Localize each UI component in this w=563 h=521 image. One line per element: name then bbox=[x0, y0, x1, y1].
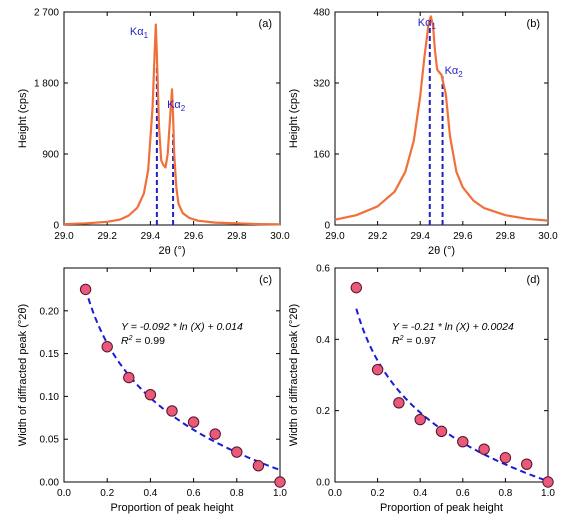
x-tick-label: 29.2 bbox=[368, 231, 388, 242]
x-tick-label: 0.0 bbox=[57, 488, 71, 499]
y-tick-label: 0.15 bbox=[40, 349, 60, 360]
fit-equation: Y = -0.21 * ln (X) + 0.0024 bbox=[392, 321, 514, 333]
k-alpha-label-2: Kα2 bbox=[445, 65, 464, 79]
x-axis-label: Proportion of peak height bbox=[380, 502, 503, 514]
y-tick-label: 0.0 bbox=[316, 478, 330, 489]
x-tick-label: 29.4 bbox=[141, 231, 161, 242]
y-tick-label: 0.4 bbox=[316, 335, 330, 346]
data-point bbox=[274, 476, 286, 488]
data-point bbox=[101, 341, 113, 353]
y-tick-label: 2 700 bbox=[34, 8, 59, 19]
fit-equation: Y = -0.092 * ln (X) + 0.014 bbox=[121, 321, 243, 333]
chart-panel-b: 29.0 29.2 29.4 29.6 29.8 30.0 0 160 320 480 2θ (°)… bbox=[288, 8, 558, 258]
y-tick-label: 900 bbox=[42, 150, 59, 161]
k-alpha-label-1: Kα1 bbox=[130, 26, 149, 40]
plot-frame bbox=[334, 11, 549, 226]
x-tick-label: 0.2 bbox=[100, 488, 114, 499]
y-tick-label: 0.2 bbox=[316, 406, 330, 417]
data-point bbox=[478, 443, 490, 455]
k-alpha-label-1: Kα1 bbox=[418, 17, 437, 31]
fit-curve bbox=[84, 288, 281, 471]
x-tick-label: 30.0 bbox=[270, 231, 290, 242]
x-axis-label: 2θ (°) bbox=[428, 245, 455, 257]
x-tick-label: 29.6 bbox=[453, 231, 473, 242]
y-tick-label: 0.6 bbox=[316, 264, 330, 275]
x-tick-label: 0.4 bbox=[413, 488, 427, 499]
data-point bbox=[435, 425, 448, 438]
chart-panel-c: 0.0 0.2 0.4 0.6 0.8 1.0 0.00 0.05 0.10 0.15 0.20 Pr… bbox=[17, 267, 287, 514]
y-tick-label: 0.05 bbox=[40, 435, 60, 446]
y-tick-label: 480 bbox=[313, 8, 330, 19]
x-tick-label: 0.6 bbox=[187, 488, 201, 499]
y-tick-label: 1 800 bbox=[34, 79, 59, 90]
fit-r-squared: R2 = 0.99 bbox=[121, 335, 165, 347]
chart-panel-d: 0.0 0.2 0.4 0.6 0.8 1.0 0.0 0.2 0.4 0.6 Proportion… bbox=[288, 264, 555, 515]
panel-label: (d) bbox=[527, 274, 540, 286]
x-tick-label: 29.8 bbox=[227, 231, 247, 242]
y-axis-label: Width of diffracted peak (°2θ) bbox=[17, 304, 29, 446]
fit-r-squared: R2 = 0.97 bbox=[392, 335, 436, 347]
y-axis-label: Height (cps) bbox=[288, 89, 300, 148]
data-point bbox=[166, 405, 178, 417]
x-tick-label: 0.8 bbox=[498, 488, 512, 499]
x-axis-label: 2θ (°) bbox=[158, 245, 185, 257]
data-point bbox=[457, 435, 469, 448]
x-tick-label: 29.6 bbox=[184, 231, 204, 242]
x-tick-label: 0.6 bbox=[456, 488, 470, 499]
data-point bbox=[187, 416, 200, 428]
data-point bbox=[209, 428, 221, 440]
plot-frame bbox=[334, 267, 549, 483]
x-tick-label: 0.8 bbox=[230, 488, 244, 499]
data-point bbox=[371, 363, 384, 376]
x-axis-label: Proportion of peak height bbox=[111, 502, 234, 514]
data-point bbox=[499, 452, 512, 464]
plot-frame bbox=[63, 11, 281, 226]
data-point bbox=[393, 397, 405, 409]
y-tick-label: 320 bbox=[313, 79, 330, 90]
x-tick-label: 1.0 bbox=[273, 488, 287, 499]
y-axis-label: Width of diffracted peak (°2θ) bbox=[288, 304, 300, 446]
panel-label: (b) bbox=[527, 18, 540, 30]
spectrum-line bbox=[334, 15, 549, 222]
data-point bbox=[79, 283, 92, 296]
data-point bbox=[350, 281, 362, 294]
data-point bbox=[252, 460, 265, 472]
spectrum-line bbox=[63, 23, 281, 226]
panel-label: (c) bbox=[259, 274, 272, 286]
x-tick-label: 29.0 bbox=[54, 231, 74, 242]
data-point bbox=[414, 413, 426, 426]
plot-frame bbox=[63, 267, 281, 483]
y-tick-label: 0.20 bbox=[40, 306, 60, 317]
x-tick-label: 29.8 bbox=[496, 231, 516, 242]
x-tick-label: 29.2 bbox=[97, 231, 117, 242]
y-tick-label: 0 bbox=[324, 221, 330, 232]
data-point bbox=[542, 476, 554, 488]
data-point bbox=[521, 458, 533, 470]
data-point bbox=[144, 388, 157, 401]
data-point bbox=[231, 446, 243, 458]
data-point bbox=[123, 371, 135, 384]
x-tick-label: 0.2 bbox=[371, 488, 385, 499]
x-tick-label: 0.0 bbox=[328, 488, 342, 499]
chart-panel-a: 29.0 29.2 29.4 29.6 29.8 30.0 0 900 1 800 2 700 2θ… bbox=[17, 8, 290, 258]
y-tick-label: 0.10 bbox=[40, 392, 60, 403]
x-tick-label: 29.4 bbox=[410, 231, 430, 242]
panel-label: (a) bbox=[259, 18, 272, 30]
x-tick-label: 1.0 bbox=[541, 488, 555, 499]
y-axis-label: Height (cps) bbox=[17, 89, 29, 148]
x-tick-label: 29.0 bbox=[325, 231, 345, 242]
k-alpha-label-2: Kα2 bbox=[167, 99, 186, 113]
y-tick-label: 0.00 bbox=[40, 478, 60, 489]
y-tick-label: 0 bbox=[53, 221, 59, 232]
fit-curve bbox=[355, 308, 549, 483]
x-tick-label: 30.0 bbox=[538, 231, 558, 242]
x-tick-label: 0.4 bbox=[143, 488, 157, 499]
y-tick-label: 160 bbox=[313, 150, 330, 161]
